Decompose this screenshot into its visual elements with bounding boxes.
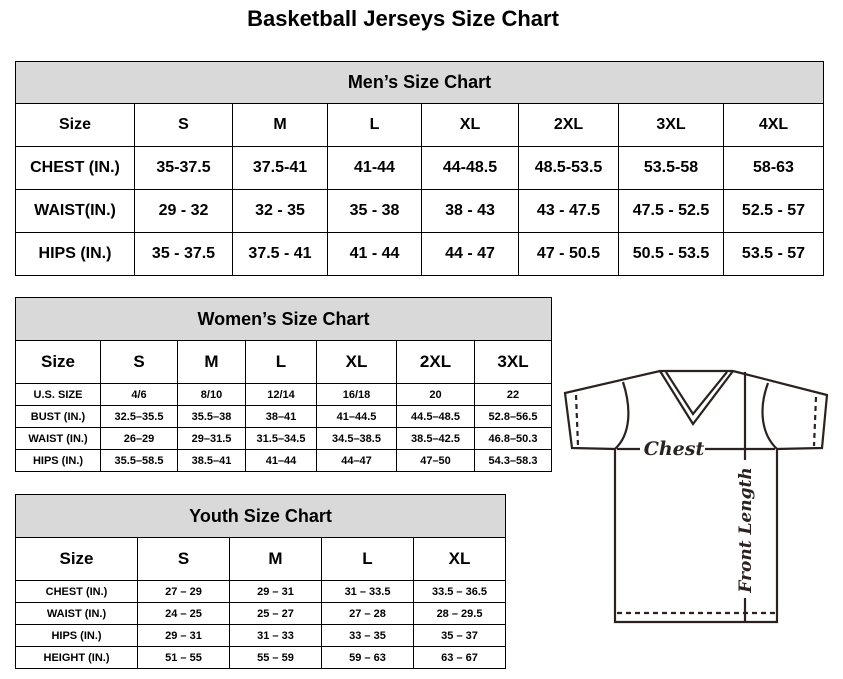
table-cell: 59 – 63 bbox=[321, 646, 414, 669]
size-header-cell: 2XL bbox=[396, 340, 475, 384]
jersey-outline bbox=[563, 369, 829, 624]
table-cell: 44-48.5 bbox=[421, 146, 519, 190]
size-header-cell: 2XL bbox=[518, 103, 619, 147]
page-title: Basketball Jerseys Size Chart bbox=[247, 6, 559, 31]
table-cell: 47–50 bbox=[396, 449, 475, 472]
size-header-cell: Size bbox=[15, 537, 138, 581]
table-cell: 44.5–48.5 bbox=[396, 405, 475, 428]
table-cell: 31 – 33 bbox=[229, 624, 322, 647]
table-cell: 43 - 47.5 bbox=[518, 189, 619, 233]
youth-size-table: Youth Size Chart Size S M L XL CHEST (IN.) 27… bbox=[14, 494, 507, 669]
table-cell: 26–29 bbox=[100, 427, 178, 450]
table-cell: 63 – 67 bbox=[412, 646, 507, 669]
table-cell: 29–31.5 bbox=[177, 427, 246, 450]
table-cell: 41–44 bbox=[245, 449, 317, 472]
table-cell: 48.5-53.5 bbox=[518, 146, 619, 190]
size-header-cell: M bbox=[229, 537, 322, 581]
table-row: BUST (IN.) 32.5–35.5 35.5–38 38–41 41–44.5 44… bbox=[15, 405, 553, 428]
table-cell: 25 – 27 bbox=[229, 602, 322, 625]
size-header-cell: L bbox=[245, 340, 317, 384]
table-cell: 41-44 bbox=[327, 146, 422, 190]
table-row: CHEST (IN.) 35-37.5 37.5-41 41-44 44-48.5 48.… bbox=[15, 146, 824, 190]
table-cell: 38 - 43 bbox=[421, 189, 519, 233]
size-header-cell: L bbox=[321, 537, 414, 581]
size-header-cell: L bbox=[327, 103, 422, 147]
size-header-cell: M bbox=[232, 103, 328, 147]
table-cell: 52.5 - 57 bbox=[723, 189, 824, 233]
table-cell: 33 – 35 bbox=[321, 624, 414, 647]
table-cell: 53.5 - 57 bbox=[723, 232, 824, 276]
mens-table-title: Men’s Size Chart bbox=[15, 61, 824, 104]
row-label: HIPS (IN.) bbox=[15, 449, 101, 472]
table-cell: 28 – 29.5 bbox=[412, 602, 507, 625]
womens-size-table: Women’s Size Chart Size S M L XL 2XL 3XL U.S. … bbox=[14, 297, 553, 472]
table-cell: 34.5–38.5 bbox=[316, 427, 397, 450]
table-cell: 47 - 50.5 bbox=[518, 232, 619, 276]
table-cell: 58-63 bbox=[723, 146, 824, 190]
table-cell: 35.5–38 bbox=[177, 405, 246, 428]
size-header-cell: XL bbox=[412, 537, 507, 581]
row-label: HEIGHT (IN.) bbox=[15, 646, 138, 669]
table-cell: 46.8–50.3 bbox=[473, 427, 553, 450]
table-cell: 37.5 - 41 bbox=[232, 232, 328, 276]
table-cell: 27 – 29 bbox=[137, 580, 230, 603]
table-cell: 29 – 31 bbox=[137, 624, 230, 647]
chest-label: Chest bbox=[644, 438, 705, 460]
table-row: HEIGHT (IN.) 51 – 55 55 – 59 59 – 63 63 – 67 bbox=[15, 646, 507, 669]
table-cell: 51 – 55 bbox=[137, 646, 230, 669]
table-row: WAIST (IN.) 24 – 25 25 – 27 27 – 28 28 – 29.… bbox=[15, 602, 507, 625]
table-row: U.S. SIZE 4/6 8/10 12/14 16/18 20 22 bbox=[15, 383, 553, 406]
size-header-cell: 3XL bbox=[618, 103, 724, 147]
table-cell: 38.5–41 bbox=[177, 449, 246, 472]
table-row: CHEST (IN.) 27 – 29 29 – 31 31 – 33.5 33.5 –… bbox=[15, 580, 507, 603]
size-header-cell: Size bbox=[15, 340, 101, 384]
mens-size-table: Men’s Size Chart Size S M L XL 2XL 3XL 4XL CHES… bbox=[15, 61, 824, 276]
size-header-cell: XL bbox=[421, 103, 519, 147]
table-cell: 54.3–58.3 bbox=[473, 449, 553, 472]
table-cell: 53.5-58 bbox=[618, 146, 724, 190]
table-cell: 41 - 44 bbox=[327, 232, 422, 276]
table-cell: 32 - 35 bbox=[232, 189, 328, 233]
table-cell: 55 – 59 bbox=[229, 646, 322, 669]
youth-table-title: Youth Size Chart bbox=[14, 494, 507, 538]
size-header-cell: S bbox=[134, 103, 233, 147]
table-cell: 35 - 38 bbox=[327, 189, 422, 233]
table-row: HIPS (IN.) 35 - 37.5 37.5 - 41 41 - 44 44 - … bbox=[15, 232, 824, 276]
table-cell: 52.8–56.5 bbox=[473, 405, 553, 428]
table-row: WAIST(IN.) 29 - 32 32 - 35 35 - 38 38 - 43 43… bbox=[15, 189, 824, 233]
row-label: CHEST (IN.) bbox=[15, 146, 135, 190]
table-cell: 35 - 37.5 bbox=[134, 232, 233, 276]
table-cell: 33.5 – 36.5 bbox=[412, 580, 507, 603]
table-row: WAIST (IN.) 26–29 29–31.5 31.5–34.5 34.5–38.… bbox=[15, 427, 553, 450]
front-length-label: Front Length bbox=[736, 467, 756, 593]
size-header-cell: S bbox=[137, 537, 230, 581]
row-label: HIPS (IN.) bbox=[15, 232, 135, 276]
row-label: WAIST(IN.) bbox=[15, 189, 135, 233]
table-row: HIPS (IN.) 35.5–58.5 38.5–41 41–44 44–47 47–5… bbox=[15, 449, 553, 472]
row-label: BUST (IN.) bbox=[15, 405, 101, 428]
